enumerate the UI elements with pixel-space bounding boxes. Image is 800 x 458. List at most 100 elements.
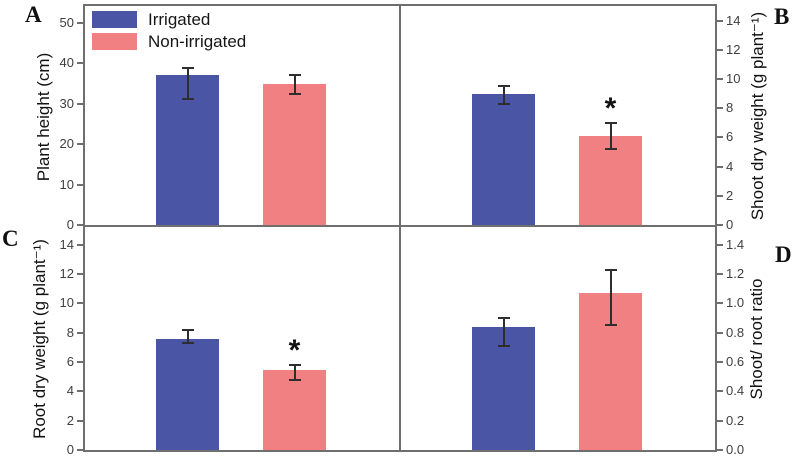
y-axis-tick (77, 243, 83, 246)
y-axis-tick-label: 0 (66, 217, 74, 232)
y-axis-tick-label: 10 (59, 176, 74, 192)
error-bar (502, 86, 505, 104)
panel-letter-a: A (25, 2, 42, 27)
error-bar (609, 269, 612, 326)
y-axis-tick (77, 390, 83, 393)
y-axis-tick-label: 0.8 (726, 324, 745, 340)
y-axis-tick (77, 331, 83, 334)
y-axis-tick (77, 224, 83, 226)
y-axis-tick-label: 4 (726, 158, 734, 174)
y-axis-tick-label: 20 (59, 136, 74, 152)
y-axis-tick-label: 10 (59, 295, 74, 311)
y-axis-tick-label: 14 (59, 236, 74, 252)
y-axis-tick-label: 40 (59, 55, 74, 71)
y-axis-tick-label: 8 (66, 324, 74, 340)
bar-irrigated (472, 326, 535, 450)
y-axis-label-shoot-dry-weight: Shoot dry weight (g plant⁻¹) (748, 11, 767, 221)
y-axis-tick (717, 419, 723, 422)
legend-item-non-irrigated: Non-irrigated (92, 33, 246, 50)
y-axis-tick (77, 449, 83, 451)
error-bar (293, 75, 296, 95)
y-axis-tick-label: 1.2 (726, 265, 745, 281)
y-axis-tick (717, 390, 723, 393)
error-bar (609, 122, 612, 150)
significance-asterisk: * (288, 333, 301, 367)
y-axis-tick-label: 1.0 (726, 295, 745, 311)
error-bar-cap-bottom (604, 324, 617, 327)
y-axis-tick (77, 272, 83, 275)
legend-label-irrigated: Irrigated (148, 10, 211, 29)
panel-divider-horizontal (83, 225, 717, 227)
y-axis-label-shoot-root-ratio: Shoot/ root ratio (747, 278, 766, 400)
y-axis-tick (77, 143, 83, 146)
y-axis-tick (717, 136, 723, 139)
y-axis-tick-label: 12 (59, 265, 74, 281)
error-bar-cap-bottom (181, 97, 194, 100)
error-bar-cap-bottom (181, 341, 194, 344)
error-bar (293, 364, 296, 380)
bar-non-irrigated (263, 83, 326, 225)
y-axis-tick-label: 0 (726, 217, 734, 232)
y-axis-tick (77, 360, 83, 363)
panel-letter-d: D (775, 242, 792, 267)
y-axis-tick-label: 8 (726, 100, 734, 116)
y-axis-tick (77, 183, 83, 186)
y-axis-tick (717, 449, 723, 451)
y-axis-tick-label: 12 (726, 41, 741, 57)
y-axis-tick-label: 14 (726, 12, 741, 28)
error-bar-cap-top (288, 363, 301, 366)
error-bar-cap-top (497, 316, 510, 319)
bar-irrigated (156, 75, 219, 225)
y-axis-tick (717, 107, 723, 110)
bar-non-irrigated (579, 135, 642, 225)
y-axis-tick (717, 19, 723, 22)
y-axis-tick-label: 6 (726, 129, 734, 145)
y-axis-tick (717, 165, 723, 168)
y-axis-tick-label: 0.0 (726, 442, 745, 457)
error-bar-cap-top (497, 85, 510, 88)
y-axis-tick-label: 6 (66, 353, 74, 369)
y-axis-tick-label: 50 (59, 14, 74, 30)
y-axis-tick-label: 0 (66, 442, 74, 457)
y-axis-label-plant-height: Plant height (cm) (34, 52, 53, 182)
panel-letter-c: C (2, 226, 19, 251)
y-axis-tick (77, 419, 83, 422)
y-axis-tick (717, 302, 723, 305)
y-axis-tick (717, 78, 723, 80)
panel-letter-b: B (774, 4, 790, 29)
error-bar-cap-bottom (604, 148, 617, 151)
legend: Irrigated Non-irrigated (92, 11, 246, 55)
error-bar-cap-top (288, 74, 301, 77)
y-axis-tick-label: 0.2 (726, 412, 745, 428)
y-axis-tick (717, 331, 723, 334)
y-axis-tick-label: 2 (726, 187, 734, 203)
bar-irrigated (156, 338, 219, 450)
error-bar (502, 317, 505, 346)
error-bar-cap-top (181, 67, 194, 70)
y-axis-tick (717, 48, 723, 51)
y-axis-tick-label: 10 (726, 71, 741, 86)
y-axis-tick (77, 21, 83, 24)
error-bar-cap-bottom (497, 344, 510, 347)
y-axis-tick-label: 2 (66, 412, 74, 428)
y-axis-tick (77, 302, 83, 305)
significance-asterisk: * (604, 91, 617, 125)
y-axis-tick-label: 0.6 (726, 353, 745, 369)
y-axis-tick (717, 224, 723, 226)
legend-item-irrigated: Irrigated (92, 11, 246, 28)
y-axis-tick (717, 194, 723, 197)
error-bar-cap-top (181, 328, 194, 331)
y-axis-tick (77, 62, 83, 65)
bar-irrigated (472, 93, 535, 225)
y-axis-tick (77, 102, 83, 105)
legend-label-non-irrigated: Non-irrigated (148, 32, 247, 51)
y-axis-tick (717, 243, 723, 246)
y-axis-tick-label: 1.4 (726, 236, 745, 252)
error-bar-cap-top (604, 268, 617, 271)
error-bar-cap-bottom (288, 378, 301, 381)
error-bar-cap-top (604, 121, 617, 124)
y-axis-tick-label: 4 (66, 383, 74, 399)
y-axis-tick (717, 360, 723, 363)
error-bar-cap-bottom (497, 102, 510, 105)
